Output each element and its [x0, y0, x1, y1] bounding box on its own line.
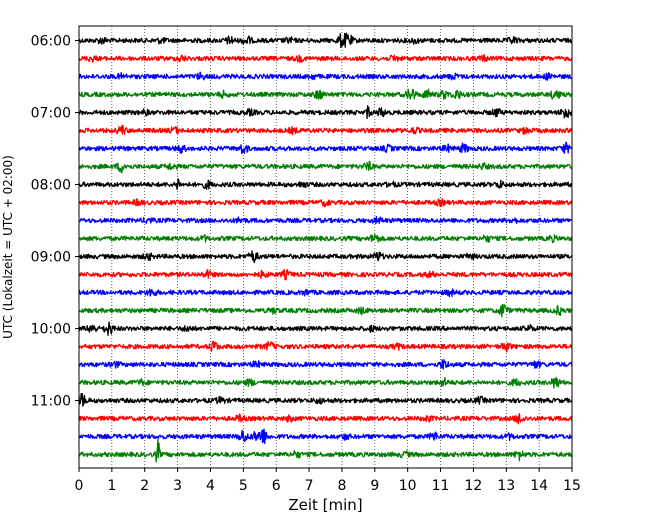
x-tick-label: 5 [239, 478, 248, 494]
trace-line [78, 321, 573, 336]
trace-line [78, 428, 573, 444]
trace-line [78, 393, 573, 407]
x-tick-label: 10 [399, 478, 417, 494]
trace-line [78, 340, 573, 353]
trace-line [78, 288, 573, 298]
x-tick-label: 12 [464, 478, 482, 494]
trace-line [78, 359, 573, 370]
x-axis: 0 1 2 3 4 5 6 7 8 9 10 11 12 13 14 15 [75, 468, 581, 494]
trace-line [78, 376, 573, 389]
trace-line [78, 412, 573, 425]
y-tick-label: 09:00 [31, 250, 71, 266]
x-tick-label: 0 [75, 478, 84, 494]
trace-layer [78, 32, 573, 463]
plot-frame [78, 25, 573, 469]
y-tick-label: 07:00 [31, 106, 71, 122]
trace-line [78, 54, 573, 64]
trace-line [78, 233, 573, 244]
x-tick-label: 6 [272, 478, 281, 494]
trace-line [78, 269, 573, 281]
y-axis: 06:00 07:00 08:00 09:00 10:00 11:00 [31, 34, 79, 410]
trace-line [78, 105, 573, 120]
x-tick-label: 14 [530, 478, 548, 494]
x-tick-label: 11 [432, 478, 450, 494]
trace-line [78, 160, 573, 174]
trace-line [78, 250, 573, 264]
trace-line [78, 124, 573, 136]
trace-line [78, 178, 573, 191]
y-tick-label: 11:00 [31, 394, 71, 410]
trace-line [78, 71, 573, 81]
trace-line [78, 215, 573, 225]
x-tick-label: 7 [305, 478, 314, 494]
x-tick-label: 9 [370, 478, 379, 494]
x-tick-label: 13 [497, 478, 515, 494]
trace-line [78, 303, 573, 318]
y-tick-label: 10:00 [31, 322, 71, 338]
x-axis-label: Zeit [min] [288, 496, 362, 514]
x-tick-label: 3 [173, 478, 182, 494]
trace-line [78, 141, 573, 155]
x-tick-label: 15 [563, 478, 581, 494]
x-tick-label: 4 [206, 478, 215, 494]
trace-line [78, 439, 573, 463]
trace-line [78, 32, 573, 49]
x-tick-label: 8 [337, 478, 346, 494]
x-tick-label: 2 [140, 478, 149, 494]
y-tick-label: 06:00 [31, 34, 71, 50]
y-axis-label: UTC (Lokalzeit = UTC + 02:00) [1, 155, 15, 339]
trace-line [78, 88, 573, 101]
trace-line [78, 198, 573, 208]
x-tick-label: 1 [107, 478, 116, 494]
y-tick-label: 08:00 [31, 178, 71, 194]
